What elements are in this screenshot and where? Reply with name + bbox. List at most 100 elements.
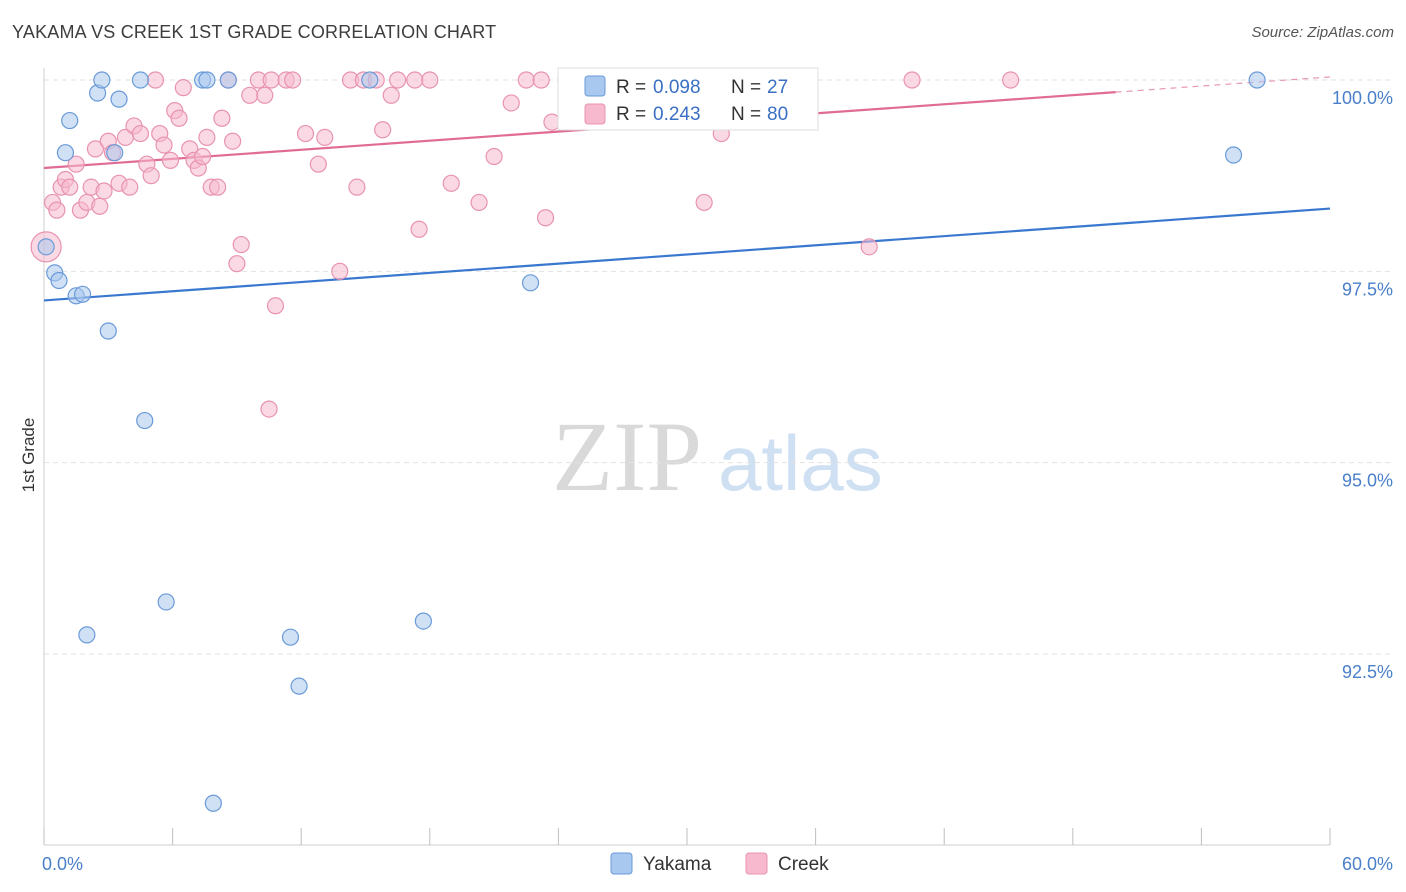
series-legend-label-creek: Creek [778, 854, 829, 875]
source-credit: Source: ZipAtlas.com [1251, 24, 1394, 41]
point-creek [61, 178, 79, 196]
point-yakama [93, 71, 111, 89]
point-yakama [78, 626, 96, 644]
tick-labels: 92.5% 95.0% 97.5% 100.0% 0.0% 60.0% [42, 88, 1393, 874]
point-creek [256, 86, 274, 104]
point-creek [1002, 71, 1020, 89]
point-yakama [1248, 71, 1266, 89]
point-yakama [56, 144, 75, 162]
series-legend-swatch-creek [745, 852, 768, 875]
legend-r-label-creek: R = [616, 104, 646, 125]
legend-r-value-yakama: 0.098 [653, 77, 701, 98]
point-yakama [219, 71, 237, 89]
point-creek [209, 178, 227, 196]
y-tick-label: 97.5% [1342, 279, 1393, 299]
point-yakama [106, 144, 124, 162]
point-yakama [61, 111, 79, 130]
point-creek [228, 255, 246, 273]
y-tick-label: 100.0% [1332, 88, 1393, 108]
series-legend-swatch-yakama [610, 852, 633, 875]
point-yakama [110, 90, 128, 108]
y-tick-label: 92.5% [1342, 662, 1393, 682]
chart-title: YAKAMA VS CREEK 1ST GRADE CORRELATION CH… [12, 22, 497, 42]
y-axis-title: 1st Grade [19, 418, 38, 493]
point-yakama [521, 274, 540, 292]
point-creek [374, 121, 392, 139]
point-creek [903, 71, 921, 89]
point-creek [241, 86, 259, 104]
point-creek [48, 201, 66, 219]
point-yakama [414, 612, 432, 630]
legend-swatch-creek [584, 103, 606, 125]
point-creek [170, 109, 188, 127]
point-yakama [204, 794, 222, 812]
point-creek [695, 193, 713, 212]
point-yakama [99, 322, 117, 340]
point-creek [121, 178, 139, 196]
point-creek [389, 71, 407, 89]
point-creek [198, 128, 216, 146]
point-creek [224, 132, 242, 150]
point-yakama [281, 628, 300, 646]
point-creek [309, 155, 327, 173]
axes [43, 68, 1331, 846]
legend-n-label-yakama: N = [731, 77, 761, 98]
legend-n-value-yakama: 27 [767, 77, 788, 98]
trend-line-creek-extension [1115, 76, 1331, 93]
point-creek [382, 86, 400, 104]
point-creek [331, 262, 349, 280]
point-creek [67, 155, 85, 173]
point-creek [470, 193, 488, 212]
point-creek [142, 167, 160, 185]
point-creek [316, 128, 334, 146]
y-tick-label: 95.0% [1342, 471, 1393, 491]
series-legend: Yakama Creek [610, 852, 829, 875]
point-creek [517, 71, 535, 89]
point-creek [485, 147, 503, 166]
legend-n-value-creek: 80 [767, 104, 788, 125]
point-creek [421, 71, 439, 89]
point-creek [536, 209, 555, 227]
point-creek [442, 174, 460, 192]
point-creek [296, 124, 315, 143]
point-yakama [361, 71, 379, 89]
point-creek [95, 182, 113, 200]
point-creek [174, 79, 192, 97]
point-creek [262, 71, 280, 89]
trend-line-yakama [43, 207, 1331, 302]
stats-legend: R = 0.098 N = 27 R = 0.243 N = 80 [557, 67, 819, 131]
point-creek [91, 197, 109, 215]
point-yakama [136, 411, 154, 430]
point-creek [860, 238, 878, 256]
point-creek [131, 124, 150, 143]
point-creek [146, 71, 165, 89]
gridlines [44, 79, 1392, 655]
point-creek [406, 71, 424, 89]
point-creek [155, 136, 173, 154]
legend-n-label-creek: N = [731, 104, 761, 125]
x-tick-label-start: 0.0% [42, 854, 83, 874]
point-yakama [73, 285, 92, 303]
point-creek [348, 178, 366, 196]
point-yakama [198, 71, 216, 89]
point-creek [260, 400, 278, 418]
point-yakama [37, 238, 55, 256]
point-yakama [131, 71, 150, 89]
point-creek [532, 71, 550, 89]
point-creek [502, 94, 520, 112]
point-yakama [50, 271, 68, 290]
watermark-zip: ZIP [552, 401, 702, 512]
point-creek [410, 220, 428, 238]
point-creek [161, 151, 180, 169]
legend-r-value-creek: 0.243 [653, 104, 701, 125]
point-creek [194, 147, 212, 166]
x-tick-label-end: 60.0% [1342, 854, 1393, 874]
point-yakama [290, 677, 308, 695]
legend-swatch-yakama [584, 75, 606, 97]
point-yakama [157, 593, 175, 611]
series-legend-label-yakama: Yakama [643, 854, 712, 875]
legend-r-label-yakama: R = [616, 77, 646, 98]
point-yakama [1224, 146, 1243, 164]
point-creek [232, 235, 250, 254]
